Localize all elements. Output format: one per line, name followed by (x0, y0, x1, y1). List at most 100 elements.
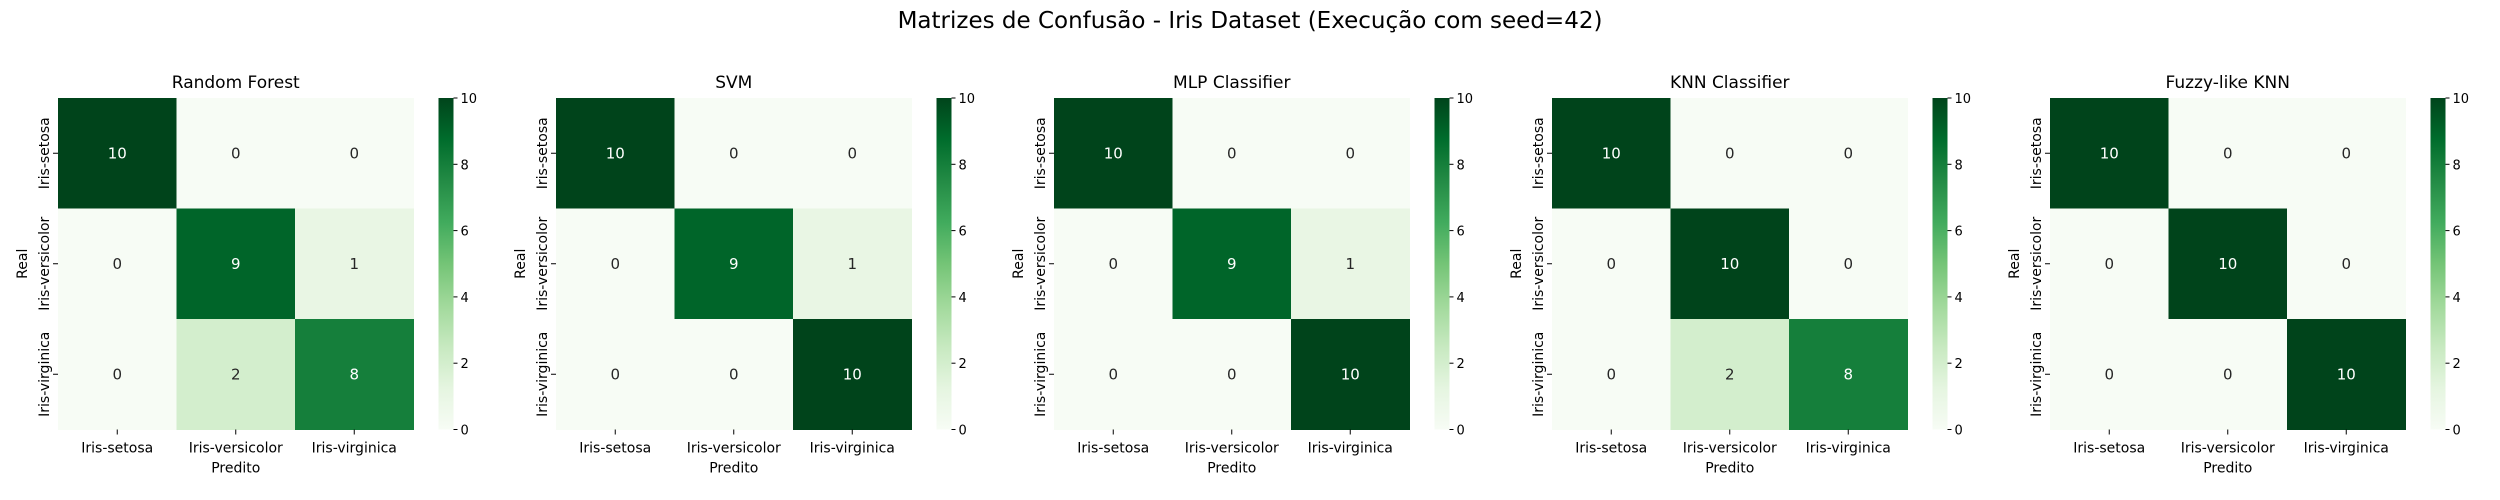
heatmap-cell (2050, 319, 2169, 430)
y-tick-label: Iris-versicolor (535, 216, 551, 310)
heatmap-panel: KNN Classifier 10 0 0 0 10 0 0 2 8 Iris-setosa Iris… (1509, 73, 1971, 477)
x-tick-label: Iris-virginica (1806, 441, 1891, 457)
colorbar-tick-label: 2 (2453, 357, 2461, 372)
cell-value-label: 2 (1725, 365, 1735, 383)
heatmap-cell (1291, 98, 1410, 209)
cell-value-label: 0 (1606, 365, 1616, 383)
cell-value-label: 2 (231, 365, 241, 383)
heatmap-cell (1552, 208, 1671, 320)
colorbar-tick-label: 8 (1955, 158, 1963, 173)
heatmap-cell (295, 319, 414, 430)
y-axis-label: Real (1011, 249, 1027, 279)
x-tick-label: Iris-virginica (810, 441, 895, 457)
x-tick-label: Iris-setosa (1575, 441, 1647, 457)
colorbar (1434, 98, 1450, 430)
panel-title: SVM (715, 73, 752, 93)
heatmap-cell (556, 208, 675, 320)
x-axis-label: Predito (1207, 461, 1256, 477)
heatmap-cell (793, 208, 912, 320)
cell-value-label: 0 (2341, 144, 2351, 162)
heatmap-cell (793, 98, 912, 209)
colorbar-tick-label: 10 (2453, 92, 2470, 107)
cell-value-label: 0 (729, 365, 739, 383)
y-tick-label: Iris-virginica (1531, 332, 1547, 417)
colorbar-tick-label: 4 (2453, 291, 2461, 306)
heatmap-cell (556, 98, 675, 209)
x-tick-label: Iris-setosa (81, 441, 153, 457)
colorbar-tick-label: 0 (461, 424, 469, 439)
heatmap-cell (1789, 319, 1908, 430)
cell-value-label: 0 (2223, 365, 2233, 383)
colorbar-tick-label: 2 (959, 357, 967, 372)
cell-value-label: 0 (1227, 144, 1237, 162)
colorbar-tick-label: 6 (461, 225, 469, 240)
heatmap-cell (295, 208, 414, 320)
heatmap-cell (2168, 319, 2288, 430)
heatmap-cell (1552, 98, 1671, 209)
y-tick-label: Iris-versicolor (1531, 216, 1547, 310)
cell-value-label: 0 (1345, 144, 1355, 162)
x-tick-label: Iris-virginica (1308, 441, 1393, 457)
panel-title: Random Forest (172, 73, 300, 93)
y-axis-label: Real (15, 249, 31, 279)
cell-value-label: 0 (729, 144, 739, 162)
cell-value-label: 0 (2104, 365, 2114, 383)
heatmap-cell (176, 98, 296, 209)
heatmap-cell (2050, 98, 2169, 209)
heatmap-cell (1054, 98, 1173, 209)
cell-value-label: 1 (1345, 255, 1355, 273)
y-tick-label: Iris-virginica (1033, 332, 1049, 417)
heatmap-cell (556, 319, 675, 430)
cell-value-label: 10 (1602, 144, 1621, 162)
colorbar-tick-label: 2 (1457, 357, 1465, 372)
cell-value-label: 10 (2100, 144, 2119, 162)
heatmap-cell (2287, 208, 2406, 320)
colorbar-tick-label: 4 (1955, 291, 1963, 306)
cell-value-label: 0 (1606, 255, 1616, 273)
y-axis-label: Real (513, 249, 529, 279)
heatmap-cell (1552, 319, 1671, 430)
heatmap-cell (1172, 319, 1292, 430)
heatmap-cell (2050, 208, 2169, 320)
cell-value-label: 0 (847, 144, 857, 162)
y-tick-label: Iris-setosa (1531, 117, 1547, 189)
colorbar-tick-label: 8 (959, 158, 967, 173)
heatmap-cell (1172, 208, 1292, 320)
colorbar-tick-label: 10 (959, 92, 976, 107)
cell-value-label: 10 (108, 144, 127, 162)
x-tick-label: Iris-versicolor (1683, 441, 1777, 457)
heatmap-cell (295, 98, 414, 209)
y-tick-label: Iris-versicolor (2029, 216, 2045, 310)
heatmap-cell (1789, 98, 1908, 209)
cell-value-label: 0 (349, 144, 359, 162)
cell-value-label: 10 (1104, 144, 1123, 162)
panel-title: KNN Classifier (1670, 73, 1790, 93)
colorbar-tick-label: 4 (959, 291, 967, 306)
heatmap-cell (674, 98, 794, 209)
heatmap-cell (793, 319, 912, 430)
colorbar-tick-label: 6 (1457, 225, 1465, 240)
x-tick-label: Iris-versicolor (2181, 441, 2275, 457)
heatmap-cell (1291, 319, 1410, 430)
cell-value-label: 0 (1227, 365, 1237, 383)
colorbar-tick-label: 0 (2453, 424, 2461, 439)
cell-value-label: 0 (2223, 144, 2233, 162)
y-tick-label: Iris-virginica (2029, 332, 2045, 417)
y-tick-label: Iris-virginica (535, 332, 551, 417)
cell-value-label: 0 (1843, 255, 1853, 273)
x-tick-label: Iris-setosa (1077, 441, 1149, 457)
y-axis-label: Real (2007, 249, 2023, 279)
cell-value-label: 0 (231, 144, 241, 162)
y-tick-label: Iris-setosa (37, 117, 53, 189)
heatmap-cell (58, 208, 177, 320)
x-axis-label: Predito (2203, 461, 2252, 477)
colorbar-tick-label: 6 (1955, 225, 1963, 240)
heatmap-cell (1670, 208, 1790, 320)
heatmap-cell (1054, 208, 1173, 320)
heatmap-cell (58, 98, 177, 209)
cell-value-label: 9 (1227, 255, 1237, 273)
